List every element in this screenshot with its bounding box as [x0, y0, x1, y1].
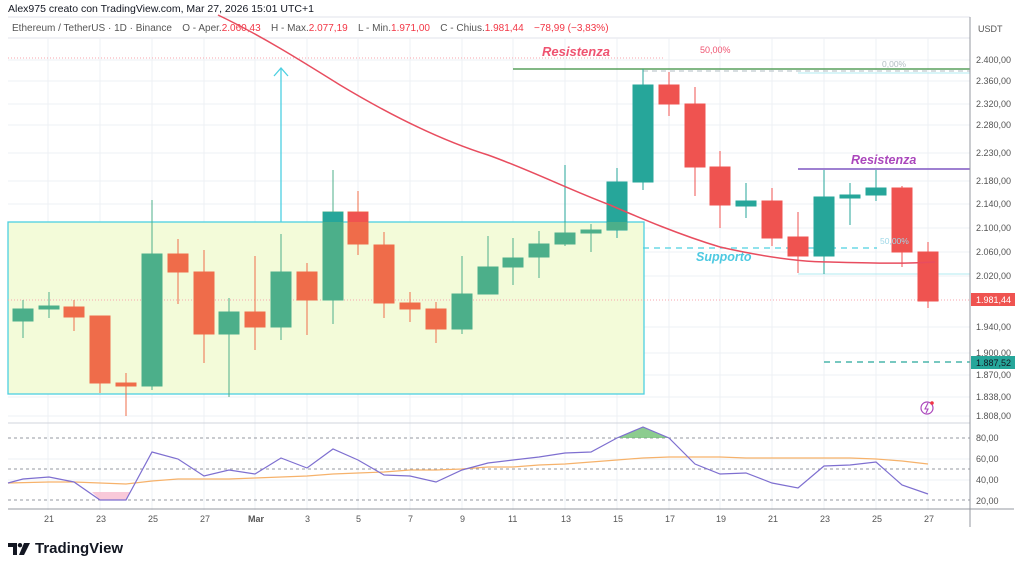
- tradingview-brand[interactable]: TradingView: [8, 540, 123, 557]
- svg-text:23: 23: [96, 514, 106, 524]
- svg-text:11: 11: [508, 514, 517, 524]
- resistance-label-top: Resistenza: [542, 44, 610, 59]
- high-value: 2.077,19: [308, 23, 348, 34]
- brand-name: TradingView: [35, 540, 124, 557]
- svg-text:2.100,00: 2.100,00: [976, 223, 1011, 233]
- svg-text:17: 17: [665, 514, 675, 524]
- svg-text:21: 21: [768, 514, 778, 524]
- svg-text:2.400,00: 2.400,00: [976, 55, 1011, 65]
- chart-caption: Alex975 creato con TradingView.com, Mar …: [8, 3, 314, 15]
- symbol-legend: Ethereum / TetherUS · 1D · Binance O - A…: [12, 23, 609, 34]
- svg-text:2.020,00: 2.020,00: [976, 271, 1011, 281]
- time-axis-ticks: 21 23 25 27 Mar 3 5 7 9 11 13 15 17 19 2…: [44, 514, 934, 524]
- svg-text:3: 3: [305, 514, 310, 524]
- svg-text:7: 7: [408, 514, 413, 524]
- svg-text:2.180,00: 2.180,00: [976, 176, 1011, 186]
- moving-average-line[interactable]: [217, 14, 936, 264]
- low-value: 1.971,00: [391, 23, 430, 34]
- symbol-name[interactable]: Ethereum / TetherUS · 1D · Binance: [12, 23, 172, 34]
- last-price-badge-text: 1.981,44: [976, 295, 1011, 305]
- low-label: L - Min.: [358, 23, 392, 34]
- open-label: O - Aper.: [182, 23, 222, 34]
- svg-text:5: 5: [356, 514, 361, 524]
- support-label: Supporto: [696, 250, 752, 264]
- svg-text:1.940,00: 1.940,00: [976, 322, 1011, 332]
- svg-text:19: 19: [716, 514, 726, 524]
- last-price-badge: [971, 293, 1015, 306]
- rsi-guides: [8, 437, 970, 501]
- svg-text:25: 25: [872, 514, 882, 524]
- resistance-label-right: Resistenza: [851, 153, 916, 167]
- rsi-line: [7, 426, 929, 501]
- svg-text:2.230,00: 2.230,00: [976, 148, 1011, 158]
- flash-alert-icon[interactable]: [920, 401, 934, 415]
- candles: [12, 69, 939, 416]
- svg-text:1.870,00: 1.870,00: [976, 370, 1011, 380]
- svg-text:13: 13: [561, 514, 571, 524]
- svg-text:2.280,00: 2.280,00: [976, 120, 1011, 130]
- svg-text:1.900,00: 1.900,00: [976, 348, 1011, 358]
- level-badge-text: 1.887,52: [976, 358, 1011, 368]
- high-label: H - Max.: [270, 23, 309, 34]
- fib-50-right-label: 50,00%: [880, 236, 909, 246]
- svg-text:Mar: Mar: [248, 514, 265, 524]
- close-label: C - Chius.: [440, 23, 485, 34]
- open-value: 2.060,43: [221, 23, 261, 34]
- arrow-up-icon[interactable]: [273, 67, 289, 222]
- change-value: −78,99 (−3,83%): [534, 23, 609, 34]
- svg-text:23: 23: [820, 514, 830, 524]
- price-axis-ticks: 2.400,00 2.360,00 2.320,00 2.280,00 2.23…: [976, 55, 1011, 421]
- level-badge: [971, 356, 1015, 369]
- svg-text:2.320,00: 2.320,00: [976, 99, 1011, 109]
- fib-0-label: 0,00%: [882, 59, 907, 69]
- svg-text:15: 15: [613, 514, 623, 524]
- rsi-overbought-fill: [617, 427, 669, 438]
- svg-text:1.808,00: 1.808,00: [976, 411, 1011, 421]
- svg-text:2.360,00: 2.360,00: [976, 76, 1011, 86]
- svg-text:21: 21: [44, 514, 54, 524]
- svg-text:60,00: 60,00: [976, 454, 999, 464]
- svg-text:1.838,00: 1.838,00: [976, 392, 1011, 402]
- close-value: 1.981,44: [484, 23, 524, 34]
- svg-text:25: 25: [148, 514, 158, 524]
- svg-text:27: 27: [200, 514, 210, 524]
- svg-text:80,00: 80,00: [976, 433, 999, 443]
- svg-text:27: 27: [924, 514, 934, 524]
- fib-50-label: 50,00%: [700, 45, 731, 55]
- svg-text:20,00: 20,00: [976, 496, 999, 506]
- rsi-axis-ticks: 80,00 60,00 40,00 20,00: [976, 433, 999, 506]
- tradingview-logo-icon: [8, 542, 30, 555]
- svg-text:9: 9: [460, 514, 465, 524]
- rsi-ma-line: [7, 456, 929, 485]
- rsi-oversold-fill: [92, 492, 130, 500]
- svg-text:2.060,00: 2.060,00: [976, 247, 1011, 257]
- svg-text:2.140,00: 2.140,00: [976, 199, 1011, 209]
- currency-label: USDT: [978, 24, 1003, 34]
- svg-text:40,00: 40,00: [976, 475, 999, 485]
